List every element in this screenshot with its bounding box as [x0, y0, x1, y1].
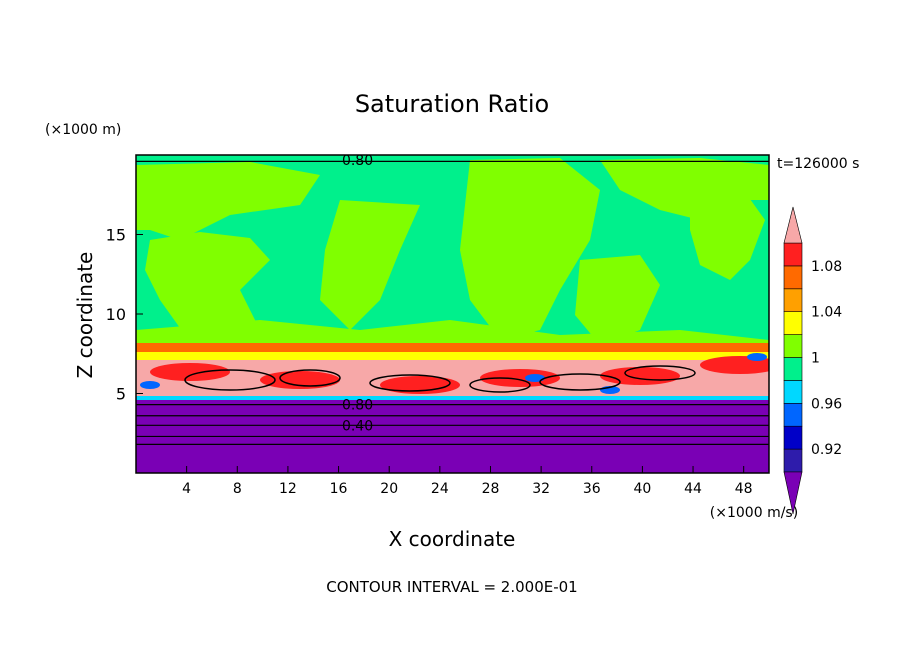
colorbar-arrow-below — [783, 471, 803, 515]
colorbar-segment-0 — [783, 448, 803, 473]
colorbar-label-2: 1 — [811, 351, 820, 367]
y-tick-label-2: 15 — [106, 226, 126, 245]
x-tick-label-7: 32 — [532, 481, 550, 497]
red-cell-1 — [260, 371, 340, 389]
lime-region-0 — [136, 162, 320, 240]
colorbar-segment-6 — [783, 311, 803, 335]
x-tick-label-6: 28 — [482, 481, 500, 497]
colorbar-segment-8 — [783, 265, 803, 290]
x-tick-label-9: 40 — [633, 481, 651, 497]
colorbar-label-3: 1.04 — [811, 305, 842, 321]
y-axis-ticks: 5 10 15 — [106, 226, 143, 404]
colorbar-segment-5 — [783, 334, 803, 358]
x-axis-label: X coordinate — [389, 527, 516, 551]
contour-loop-3 — [469, 377, 531, 393]
x-tick-label-11: 48 — [735, 481, 753, 497]
lime-region-6 — [575, 255, 660, 345]
contour-label-0: 0.80 — [342, 153, 373, 169]
contour-lines — [136, 160, 769, 445]
x-tick-label-0: 4 — [182, 481, 191, 497]
supersaturated-band — [136, 343, 769, 402]
colorbar-arrow-above — [783, 206, 803, 244]
contour-loop-5 — [624, 365, 696, 381]
x-tick-label-1: 8 — [233, 481, 242, 497]
y-tick-label-1: 10 — [106, 305, 126, 324]
contour-label-1: 0.80 — [342, 398, 373, 414]
y-tick-label-0: 5 — [116, 385, 126, 404]
time-label: t=126000 s — [777, 156, 859, 172]
y-axis-label: Z coordinate — [73, 252, 97, 379]
x-axis-unit: (×1000 m/s) — [710, 505, 798, 521]
x-axis-ticks: 4 8 12 16 20 24 28 32 36 40 44 48 — [182, 466, 753, 497]
x-tick-label-3: 16 — [330, 481, 348, 497]
red-cell-5 — [700, 356, 769, 374]
colorbar-label-0: 0.92 — [811, 442, 842, 458]
colorbar-label-4: 1.08 — [811, 259, 842, 275]
y-axis-unit: (×1000 m) — [45, 122, 121, 138]
red-cell-2 — [380, 376, 460, 394]
x-tick-label-4: 20 — [380, 481, 398, 497]
contour-loop-4 — [539, 373, 621, 391]
colorbar-segment-4 — [783, 357, 803, 381]
x-tick-label-2: 12 — [279, 481, 297, 497]
chart-title: Saturation Ratio — [355, 90, 549, 118]
contour-labels: 0.80 0.80 0.40 — [342, 153, 373, 435]
colorbar-segment-9 — [783, 242, 803, 267]
x-tick-label-5: 24 — [431, 481, 449, 497]
lime-region-2 — [320, 200, 420, 330]
colorbar-segment-3 — [783, 380, 803, 404]
lime-region-5 — [690, 185, 765, 280]
blue-cell-0 — [140, 381, 160, 389]
lime-region-1 — [145, 232, 270, 345]
contour-loop-2 — [369, 374, 451, 392]
contour-loop-1 — [279, 369, 341, 387]
colorbar-segment-7 — [783, 288, 803, 312]
colorbar: 0.92 0.96 1 1.04 1.08 — [783, 206, 842, 515]
colorbar-label-1: 0.96 — [811, 396, 842, 412]
plot-area — [136, 155, 769, 473]
contour-label-2: 0.40 — [342, 418, 373, 434]
colorbar-segment-1 — [783, 425, 803, 450]
blue-cell-1 — [525, 374, 545, 382]
blue-cell-3 — [747, 353, 767, 361]
contour-interval-note: CONTOUR INTERVAL = 2.000E-01 — [326, 578, 577, 596]
x-tick-label-8: 36 — [583, 481, 601, 497]
lime-region-3 — [460, 158, 600, 340]
band-cyan — [136, 396, 769, 402]
x-tick-label-10: 44 — [684, 481, 702, 497]
lime-cloud-regions — [136, 158, 769, 360]
red-cell-0 — [150, 363, 230, 381]
colorbar-segment-2 — [783, 402, 803, 427]
red-cell-4 — [600, 367, 680, 385]
contour-loop-0 — [184, 369, 276, 391]
